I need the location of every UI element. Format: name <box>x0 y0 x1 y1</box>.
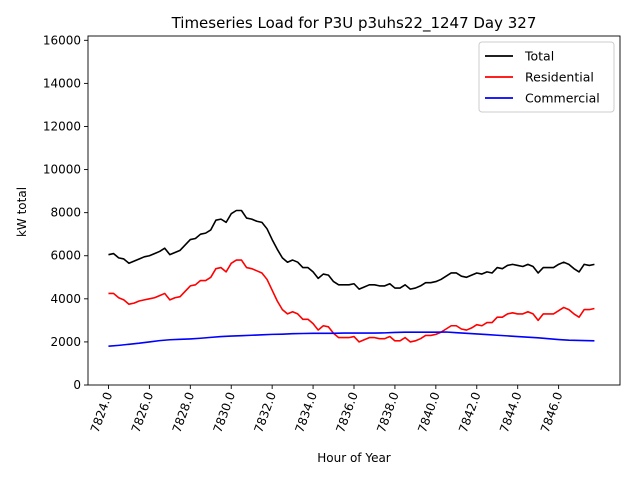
legend-label-total: Total <box>524 49 554 64</box>
series-line-residential <box>108 259 595 343</box>
y-tick-label: 16000 <box>43 33 81 47</box>
legend: Total Residential Commercial <box>478 41 615 113</box>
y-tick-label: 8000 <box>50 206 81 220</box>
y-tick-label: 12000 <box>43 119 81 133</box>
series-line-commercial <box>108 331 595 348</box>
y-tick-label: 10000 <box>43 163 81 177</box>
legend-label-residential: Residential <box>525 70 594 85</box>
series-line-total <box>108 209 595 290</box>
y-tick-label: 4000 <box>50 292 81 306</box>
y-axis-label: kW total <box>15 187 29 237</box>
legend-label-commercial: Commercial <box>525 91 600 106</box>
y-tick-label: 14000 <box>43 76 81 90</box>
chart-title: Timeseries Load for P3U p3uhs22_1247 Day… <box>171 14 537 33</box>
y-tick-label: 2000 <box>50 335 81 349</box>
legend-box <box>478 41 615 113</box>
x-axis-label: Hour of Year <box>317 451 391 465</box>
y-tick-label: 0 <box>73 378 81 392</box>
y-tick-label: 6000 <box>50 249 81 263</box>
